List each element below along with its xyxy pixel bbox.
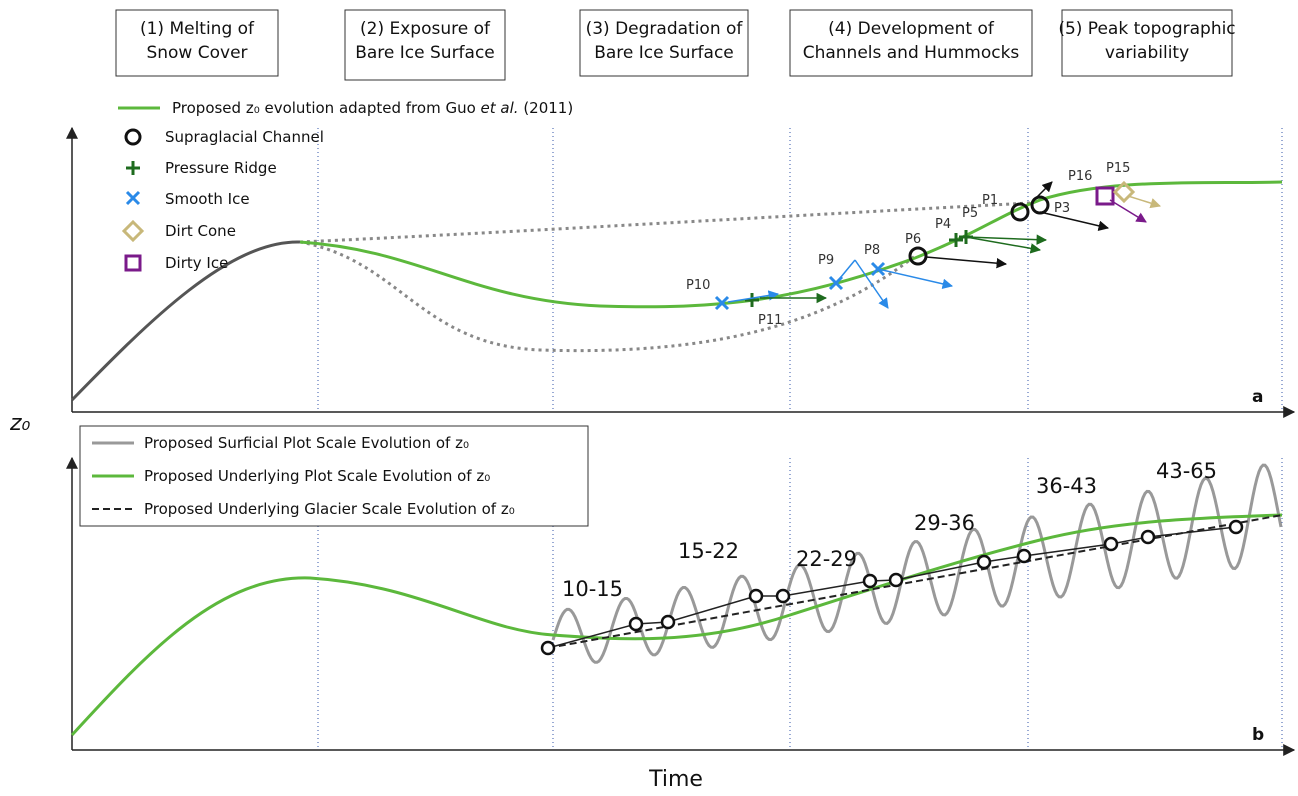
stage-label: Channels and Hummocks <box>803 43 1020 63</box>
legend-title: Proposed z₀ evolution adapted from Guo e… <box>172 99 573 117</box>
stage-box <box>789 9 1033 77</box>
stage-box <box>579 9 749 77</box>
legend-a-symbols <box>118 106 160 272</box>
panel-a-curves <box>70 180 1283 402</box>
range-label: 36-43 <box>1036 474 1097 498</box>
legend-label: Dirt Cone <box>165 222 236 240</box>
range-label: 29-36 <box>914 511 975 535</box>
point-label: P11 <box>758 313 782 328</box>
legend-b <box>79 425 589 527</box>
stage-label: variability <box>1105 43 1189 63</box>
panel-b-curves <box>70 463 1283 737</box>
sample-point <box>888 572 904 588</box>
panel-a-markers <box>714 180 1162 311</box>
sample-point <box>1228 519 1244 535</box>
legend-label: Smooth Ice <box>165 190 250 208</box>
sample-point <box>748 588 764 604</box>
diagram: (1) Melting of Snow Cover (2) Exposure of B… <box>115 9 1236 81</box>
legend-label: Pressure Ridge <box>165 159 277 177</box>
point-label: P4 <box>935 217 951 232</box>
texts: Proposed z₀ evolution adapted from Guo e… <box>9 99 1264 792</box>
point-label: P3 <box>1054 201 1070 216</box>
panel-letter: b <box>1252 725 1264 745</box>
stage-label: (3) Degradation of <box>586 19 744 39</box>
point-label: P1 <box>982 193 998 208</box>
sample-point <box>1140 529 1156 545</box>
legend-label: Supraglacial Channel <box>165 128 324 146</box>
x-axis-label: Time <box>648 767 703 792</box>
point-label: P10 <box>686 278 710 293</box>
stage-label: (5) Peak topographic <box>1058 19 1235 39</box>
point-label: P15 <box>1106 161 1130 176</box>
sample-point <box>775 588 791 604</box>
stage-label: Bare Ice Surface <box>594 43 734 63</box>
stage-label: (1) Melting of <box>140 19 255 39</box>
range-label: 15-22 <box>678 539 739 563</box>
sample-point <box>862 573 878 589</box>
range-label: 43-65 <box>1156 459 1217 483</box>
sample-point <box>540 640 556 656</box>
point-label: P16 <box>1068 169 1092 184</box>
surficial-curve <box>551 463 1283 664</box>
point-label: P8 <box>864 243 880 258</box>
y-axis-label: z₀ <box>9 411 31 436</box>
panel-letter: a <box>1252 387 1263 407</box>
range-label: 22-29 <box>796 547 857 571</box>
stage-box <box>1061 9 1233 77</box>
point-label: P9 <box>818 253 834 268</box>
stage-label: Bare Ice Surface <box>355 43 495 63</box>
sample-point <box>660 614 676 630</box>
stage-label: Snow Cover <box>146 43 247 63</box>
stage-box <box>344 9 506 81</box>
legend-label: Proposed Surficial Plot Scale Evolution … <box>144 434 469 452</box>
stage-label: (2) Exposure of <box>360 19 491 39</box>
point-label: P5 <box>962 206 978 221</box>
legend-label: Proposed Underlying Plot Scale Evolution… <box>144 467 490 485</box>
legend-label: Dirty Ice <box>165 254 228 272</box>
axes <box>66 126 1296 756</box>
legend-label: Proposed Underlying Glacier Scale Evolut… <box>144 500 515 518</box>
range-label: 10-15 <box>562 577 623 601</box>
stage-box <box>115 9 279 77</box>
sample-point <box>628 616 644 632</box>
sample-point <box>1103 536 1119 552</box>
sample-point <box>976 554 992 570</box>
stage-label: (4) Development of <box>828 19 995 39</box>
point-label: P6 <box>905 232 921 247</box>
sample-point <box>1016 548 1032 564</box>
